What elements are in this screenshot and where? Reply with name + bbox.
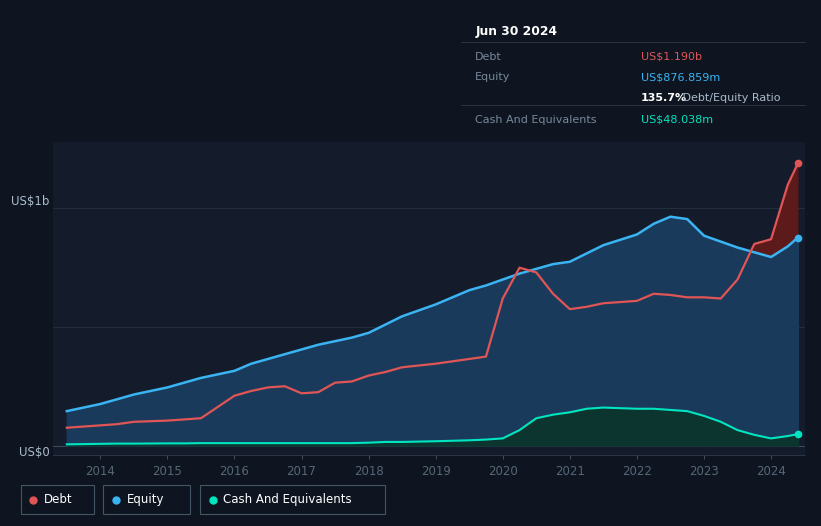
Text: Equity: Equity (126, 493, 164, 506)
Text: Debt/Equity Ratio: Debt/Equity Ratio (679, 94, 780, 104)
Text: Cash And Equivalents: Cash And Equivalents (475, 115, 597, 125)
Text: US$876.859m: US$876.859m (640, 72, 720, 82)
Text: US$0: US$0 (19, 446, 49, 459)
Text: Equity: Equity (475, 72, 511, 82)
Text: Cash And Equivalents: Cash And Equivalents (223, 493, 352, 506)
Text: US$1.190b: US$1.190b (640, 52, 702, 62)
Text: Jun 30 2024: Jun 30 2024 (475, 25, 557, 38)
Text: US$48.038m: US$48.038m (640, 115, 713, 125)
Text: Debt: Debt (475, 52, 502, 62)
Text: US$1b: US$1b (11, 195, 49, 208)
Text: 135.7%: 135.7% (640, 94, 687, 104)
Text: Debt: Debt (44, 493, 72, 506)
